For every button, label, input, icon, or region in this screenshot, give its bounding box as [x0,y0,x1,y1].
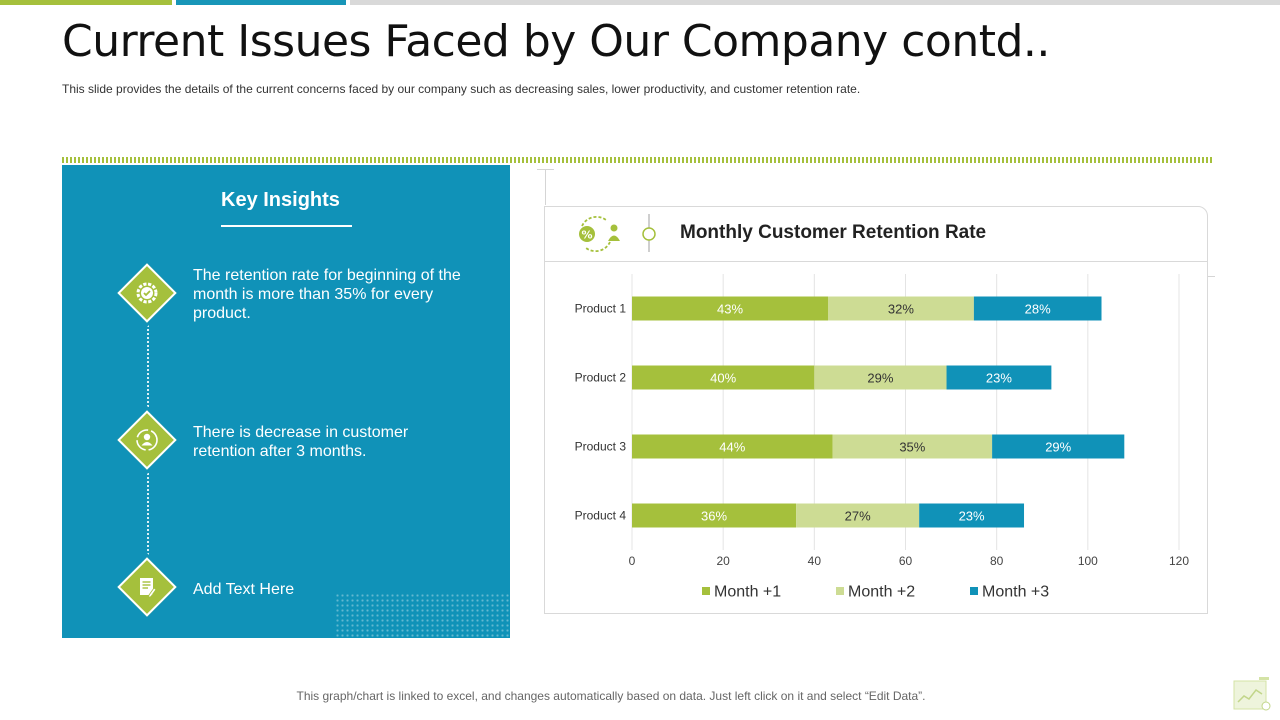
bar-segment [919,503,1025,528]
category-label: Product 2 [575,371,627,385]
key-insights-heading: Key Insights [221,189,340,211]
retention-percent-icon: % [576,214,622,259]
data-label: 28% [1025,302,1051,317]
bar-segment [828,296,974,321]
chart-title: Monthly Customer Retention Rate [680,222,987,243]
document-edit-icon [119,559,175,615]
bar-segment [632,503,797,528]
x-tick-label: 40 [808,554,822,568]
dot-pattern [335,593,510,638]
legend-label: Month +2 [848,584,915,601]
insight-text-3[interactable]: Add Text Here [193,581,295,598]
x-tick-label: 0 [629,554,636,568]
data-label: 35% [899,440,925,455]
bar-segment [992,434,1125,459]
footer-note: This graph/chart is linked to excel, and… [296,689,926,703]
toggle-separator-icon [640,214,658,259]
x-tick-label: 60 [899,554,913,568]
svg-text:%: % [581,229,592,242]
category-label: Product 3 [575,440,627,454]
data-label: 36% [701,509,727,524]
slide-subtitle: This slide provides the details of the c… [62,82,861,96]
data-label: 44% [719,440,745,455]
slide-title: Current Issues Faced by Our Company cont… [62,16,1050,67]
legend-swatch [836,587,844,595]
x-tick-label: 80 [990,554,1004,568]
key-insights-panel: Key Insights The retention rate for begi… [62,165,510,638]
bar-segment [973,296,1102,321]
hatched-divider [62,157,1214,163]
data-label: 40% [710,371,736,386]
heading-underline [221,225,352,227]
user-cycle-icon [119,412,175,468]
data-label: 27% [845,509,871,524]
legend-label: Month +3 [982,584,1049,601]
bar-segment [832,434,993,459]
insight-text-2: There is decrease in customer retention … [193,424,409,460]
retention-bar-chart[interactable]: 0 20 40 60 80 100 120 Product 1 43% 32% 28% Product… [544,262,1208,614]
data-label: 32% [888,302,914,317]
top-accent-gray [350,0,1280,5]
category-label: Product 1 [575,302,627,316]
top-accent-blue [176,0,346,5]
x-tick-label: 120 [1169,554,1189,568]
category-label: Product 4 [575,509,627,523]
bar-segment [632,365,815,390]
top-accent-green [0,0,172,5]
legend-label: Month +1 [714,584,781,601]
frame-rail-tick [537,169,554,170]
bar-segment [814,365,947,390]
gear-check-icon [119,265,175,321]
legend-swatch [702,587,710,595]
bar-segment [946,365,1052,390]
data-label: 23% [986,371,1012,386]
bar-segment [796,503,920,528]
bar-segment [632,296,829,321]
legend-swatch [970,587,978,595]
data-label: 43% [717,302,743,317]
insight-text-1: The retention rate for beginning of the … [193,267,461,322]
x-tick-label: 100 [1078,554,1098,568]
chart-thumbnail-icon [1233,676,1271,717]
bar-segment [632,434,833,459]
data-label: 23% [959,509,985,524]
frame-rail [545,169,546,205]
data-label: 29% [867,371,893,386]
data-label: 29% [1045,440,1071,455]
x-tick-label: 20 [716,554,730,568]
